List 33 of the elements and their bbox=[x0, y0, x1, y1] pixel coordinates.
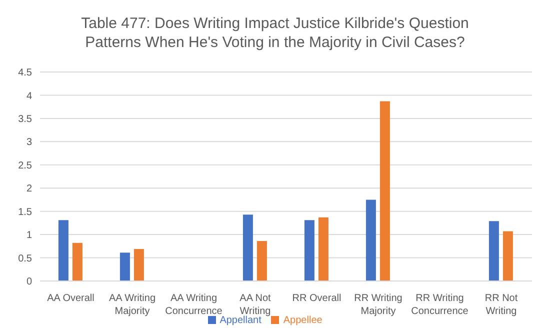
bar bbox=[242, 214, 253, 281]
x-tick-label: AA Overall bbox=[47, 293, 94, 304]
bar bbox=[488, 221, 499, 281]
x-tick-label: RR Writing Concurrence bbox=[411, 293, 469, 317]
bar bbox=[366, 200, 376, 281]
x-tick-label: AA Writing Majority bbox=[109, 293, 156, 317]
chart-title: Table 477: Does Writing Impact Justice Kilbride's Question Patterns When He's Voting in the Majority in Civil Cases? bbox=[80, 14, 470, 52]
bar bbox=[58, 220, 68, 281]
bar bbox=[72, 242, 82, 281]
y-tick-label: 1.5 bbox=[18, 206, 32, 218]
x-tick-label: AA Not Writing bbox=[240, 293, 272, 317]
y-tick-label: 2.5 bbox=[18, 160, 32, 172]
bar bbox=[256, 241, 267, 281]
bar bbox=[318, 217, 328, 281]
y-tick-label: 0.5 bbox=[18, 253, 32, 264]
bar bbox=[304, 220, 314, 281]
x-tick-label: RR Writing Majority bbox=[354, 293, 402, 317]
x-tick-label: RR Not Writing bbox=[484, 293, 518, 317]
bar bbox=[502, 231, 513, 281]
y-tick-label: 1 bbox=[26, 230, 32, 242]
legend-label: Appellant bbox=[220, 315, 262, 326]
y-tick-label: 4.5 bbox=[18, 68, 32, 79]
bar bbox=[134, 248, 144, 281]
y-tick-label: 2 bbox=[26, 184, 32, 195]
x-tick-label: RR Overall bbox=[292, 293, 342, 304]
y-tick-label: 4 bbox=[26, 90, 32, 102]
y-tick-label: 3 bbox=[26, 137, 32, 148]
x-tick-label: AA Writing Concurrence bbox=[165, 293, 223, 317]
y-tick-label: 3.5 bbox=[18, 114, 32, 125]
legend-label: Appellee bbox=[283, 315, 322, 326]
bar bbox=[120, 252, 130, 281]
y-tick-label: 0 bbox=[26, 276, 32, 288]
bar bbox=[380, 101, 390, 281]
